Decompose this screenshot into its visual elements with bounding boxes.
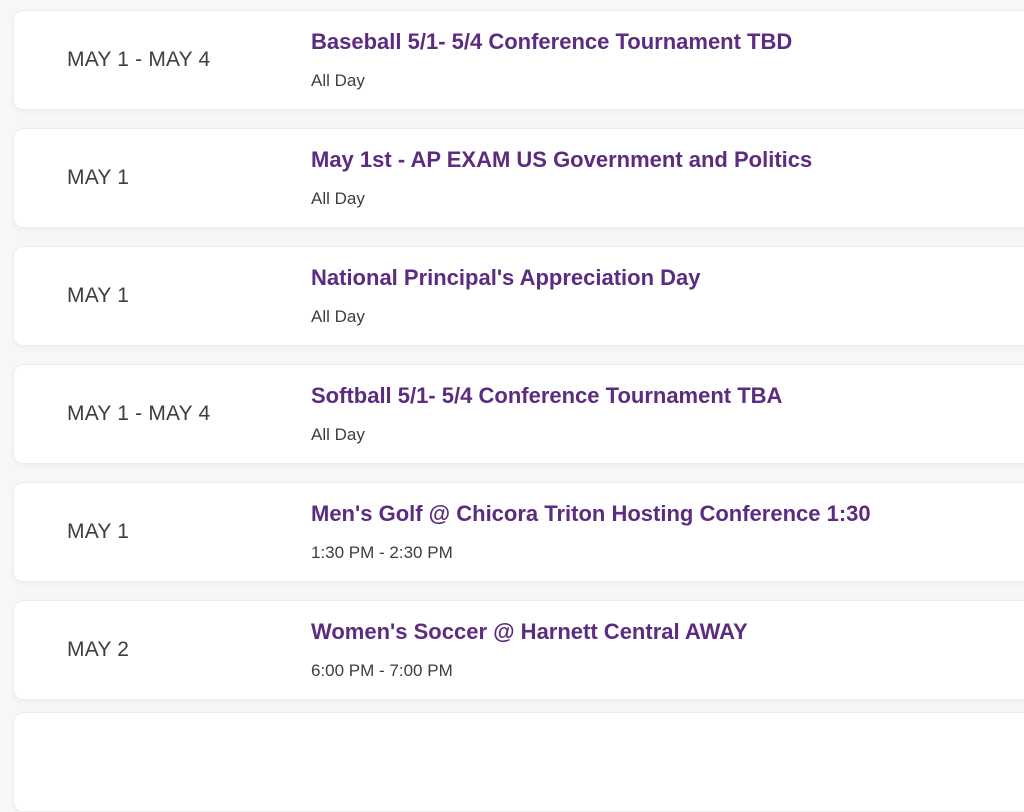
event-date: MAY 1: [67, 166, 130, 189]
event-details: Women's Soccer @ Harnett Central AWAY 6:…: [311, 619, 748, 681]
event-card[interactable]: MAY 1 National Principal's Appreciation …: [13, 246, 1024, 346]
event-date: MAY 1 - MAY 4: [67, 402, 211, 425]
event-card[interactable]: MAY 1 Men's Golf @ Chicora Triton Hostin…: [13, 482, 1024, 582]
event-card-partial[interactable]: [13, 712, 1024, 812]
event-title-link[interactable]: National Principal's Appreciation Day: [311, 265, 701, 290]
event-card[interactable]: MAY 1 - MAY 4 Softball 5/1- 5/4 Conferen…: [13, 364, 1024, 464]
event-date: MAY 2: [67, 638, 130, 661]
event-date: MAY 1: [67, 520, 130, 543]
event-title-link[interactable]: Softball 5/1- 5/4 Conference Tournament …: [311, 383, 783, 408]
event-title-link[interactable]: Women's Soccer @ Harnett Central AWAY: [311, 619, 748, 644]
event-details: May 1st - AP EXAM US Government and Poli…: [311, 147, 812, 209]
event-details: Softball 5/1- 5/4 Conference Tournament …: [311, 383, 782, 445]
event-card[interactable]: MAY 1 May 1st - AP EXAM US Government an…: [13, 128, 1024, 228]
event-details: Baseball 5/1- 5/4 Conference Tournament …: [311, 29, 792, 91]
event-time: All Day: [311, 189, 365, 208]
event-date: MAY 1 - MAY 4: [67, 48, 211, 71]
event-time: 1:30 PM - 2:30 PM: [311, 543, 453, 562]
event-card[interactable]: MAY 2 Women's Soccer @ Harnett Central A…: [13, 600, 1024, 700]
event-title-link[interactable]: Men's Golf @ Chicora Triton Hosting Conf…: [311, 501, 871, 526]
event-card[interactable]: MAY 1 - MAY 4 Baseball 5/1- 5/4 Conferen…: [13, 10, 1024, 110]
event-time: All Day: [311, 425, 365, 444]
event-details: Men's Golf @ Chicora Triton Hosting Conf…: [311, 501, 871, 563]
event-time: 6:00 PM - 7:00 PM: [311, 661, 453, 680]
event-time: All Day: [311, 307, 365, 326]
event-time: All Day: [311, 71, 365, 90]
event-date: MAY 1: [67, 284, 130, 307]
event-title-link[interactable]: Baseball 5/1- 5/4 Conference Tournament …: [311, 29, 793, 54]
event-title-link[interactable]: May 1st - AP EXAM US Government and Poli…: [311, 147, 813, 172]
event-details: National Principal's Appreciation Day Al…: [311, 265, 701, 327]
